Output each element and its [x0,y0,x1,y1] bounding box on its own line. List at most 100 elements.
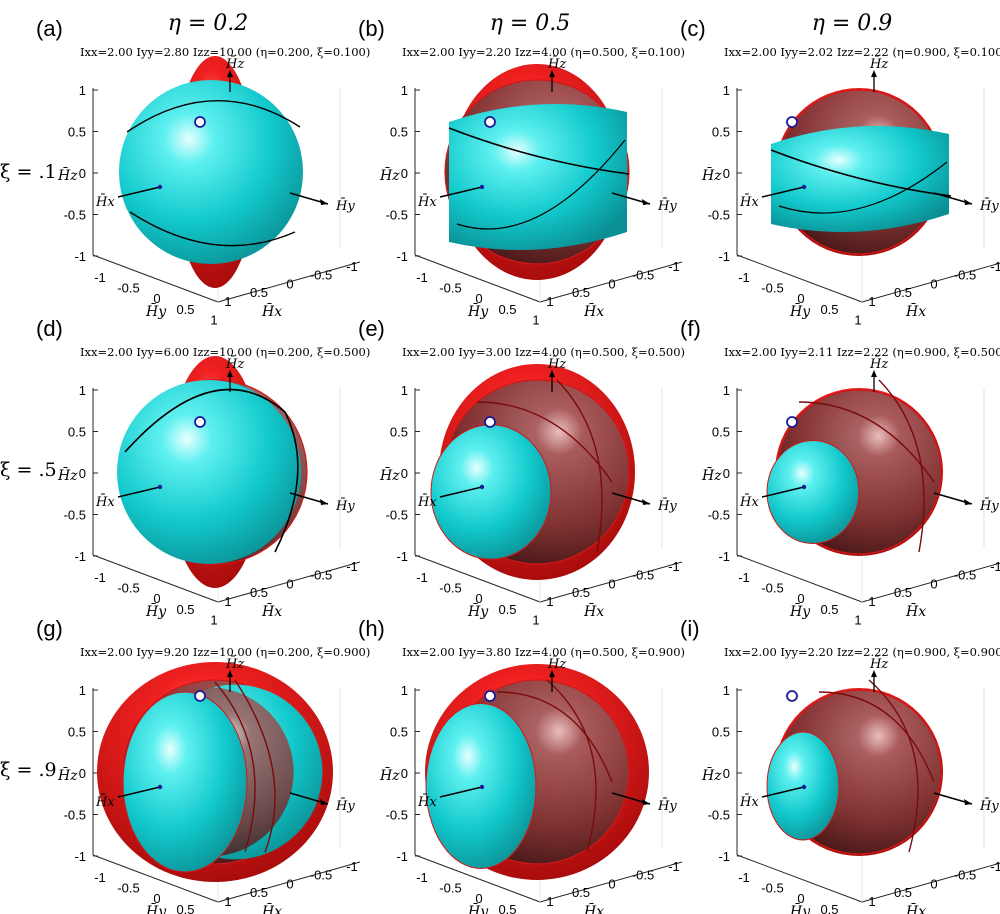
z-axis-label: H̄z [379,766,400,784]
x-tick-label: 0.5 [250,285,268,300]
y-tick-label: 1 [854,912,861,914]
equilibrium-marker [484,416,496,428]
z-tick-label: 1 [723,683,730,698]
y-tick-label: 1 [532,612,539,627]
y-tick-label: -1 [738,270,750,285]
polhode-curve [556,379,603,553]
hx-label: H̄x [417,794,437,810]
y-tick-label: -1 [94,270,106,285]
panel: (a) Ixx=2.00 Iyy=2.80 Izz=10.00 (η=0.200,… [36,16,370,327]
hx-label: H̄x [739,194,759,210]
y-tick-label: 1 [854,612,861,627]
y-tick-label: 1 [532,312,539,327]
z-tick-label: -1 [718,249,730,264]
y-axis-line [92,254,219,303]
hz-arrowhead [871,370,877,377]
z-tick-label: 1 [401,83,408,98]
z-tick-label: -0.5 [708,208,730,223]
x-tick-label: -1 [668,559,680,574]
hz-arrowhead [871,70,877,77]
x-tick-label: 0.5 [894,285,912,300]
hx-label: H̄x [739,494,759,510]
z-tick-label: 0.5 [390,725,408,740]
hz-label: H̄z [225,56,244,72]
x-tick-label: -0.5 [310,868,332,883]
equilibrium-marker [484,690,496,702]
y-axis-label: H̄y [789,302,811,320]
y-tick-label: -1 [94,870,106,885]
z-axis-label: H̄z [379,466,400,484]
hz-arrowhead [549,670,555,677]
y-axis-line [92,554,219,603]
row-header: ξ = .5 [0,459,57,481]
z-tick-label: 1 [723,83,730,98]
equilibrium-marker [786,690,798,702]
panel-title: Ixx=2.00 Iyy=2.02 Izz=2.22 (η=0.900, ξ=0… [724,45,1000,59]
y-axis-label: H̄y [467,902,489,914]
y-tick-label: 0.5 [498,602,516,617]
hx-vector [439,486,483,498]
panel-label: (f) [680,316,701,341]
momentum-cap [766,439,860,545]
x-axis-line [861,562,1000,603]
polhode-curve [878,379,925,553]
y-axis-label: H̄y [789,602,811,620]
panel-title: Ixx=2.00 Iyy=2.20 Izz=4.00 (η=0.500, ξ=0… [402,45,685,59]
y-tick-label: -1 [738,570,750,585]
z-axis-label: H̄z [57,466,78,484]
x-tick-label: -1 [990,259,1000,274]
z-tick-label: 0.5 [712,725,730,740]
y-tick-label: -0.5 [439,881,461,896]
hx-origin [157,484,163,490]
panel-label: (b) [358,16,385,41]
x-tick-label: -1 [668,859,680,874]
z-tick-label: -1 [396,849,408,864]
x-tick-label: -1 [990,859,1000,874]
z-tick-label: 0.5 [712,125,730,140]
y-tick-label: 0.5 [498,302,516,317]
z-tick-label: -0.5 [386,508,408,523]
y-tick-label: -1 [416,570,428,585]
x-tick-label: 0 [286,876,293,891]
hy-label: H̄y [979,198,999,214]
y-axis-line [736,854,863,903]
polhode-curve [234,679,276,853]
y-axis-line [414,554,541,603]
z-tick-label: -1 [74,849,86,864]
x-tick-label: 1 [224,894,231,909]
x-tick-label: -0.5 [632,268,654,283]
hx-label: H̄x [739,794,759,810]
hy-arrowhead [964,499,972,505]
z-axis-label: H̄z [379,166,400,184]
hy-arrowhead [642,499,650,505]
z-tick-label: 0.5 [390,125,408,140]
panel: (f) Ixx=2.00 Iyy=2.11 Izz=2.22 (η=0.900, … [680,316,1000,627]
z-tick-label: -0.5 [64,508,86,523]
hy-arrowhead [642,199,650,205]
panel-label: (h) [358,616,385,641]
z-tick-label: -0.5 [386,208,408,223]
y-axis-line [736,554,863,603]
x-axis-line [539,861,683,903]
hx-vector [117,186,161,198]
y-tick-label: -0.5 [439,281,461,296]
z-axis-label: H̄z [57,766,78,784]
z-tick-label: 0.5 [712,425,730,440]
z-tick-label: -1 [718,549,730,564]
panel: (i) Ixx=2.00 Iyy=2.20 Izz=2.22 (η=0.900, … [680,616,1000,914]
z-axis-label: H̄z [701,466,722,484]
polhode-curve [129,211,296,247]
x-tick-label: 0.5 [572,285,590,300]
column-header: η = 0.2 [168,11,249,36]
polhode-curve [770,149,952,197]
x-tick-label: 0.5 [250,585,268,600]
y-tick-label: 0 [797,591,804,606]
column-header: η = 0.5 [490,11,571,36]
y-tick-label: 0.5 [820,902,838,914]
y-tick-label: -0.5 [761,881,783,896]
y-tick-label: -0.5 [439,581,461,596]
hx-vector [439,186,483,198]
x-axis-line [539,261,683,303]
z-tick-label: 0 [79,466,86,481]
y-axis-label: H̄y [145,302,167,320]
